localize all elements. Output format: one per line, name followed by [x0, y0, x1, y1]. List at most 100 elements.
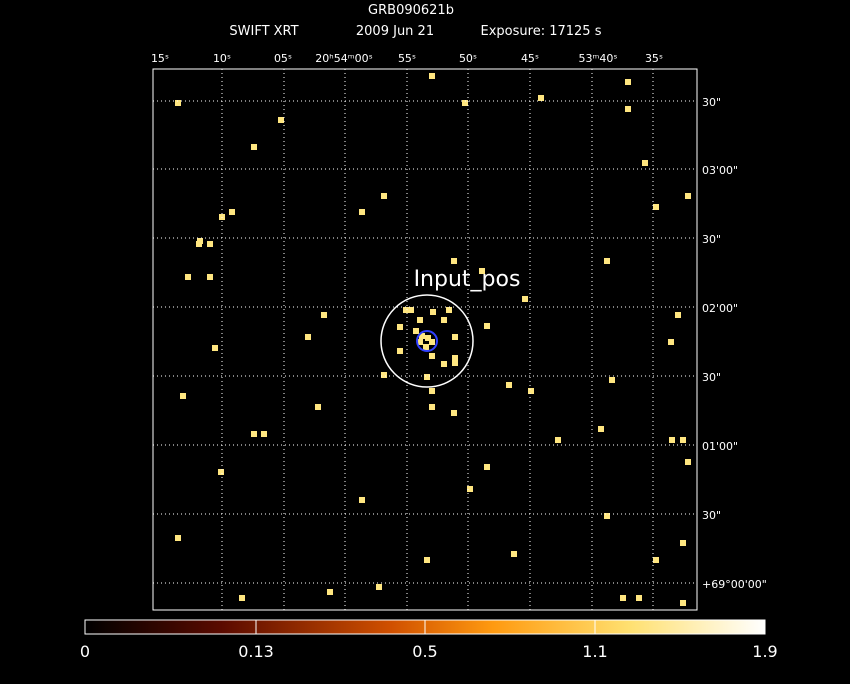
photon: [315, 404, 321, 410]
region-label: Input_pos: [414, 267, 521, 292]
ra-label: 10ˢ: [213, 52, 231, 65]
ra-label: 45ˢ: [521, 52, 539, 65]
photon: [185, 274, 191, 280]
photon: [604, 258, 610, 264]
photon: [452, 360, 458, 366]
ra-label: 05ˢ: [274, 52, 292, 65]
photon: [653, 204, 659, 210]
photon: [207, 241, 213, 247]
ra-label: 35ˢ: [645, 52, 663, 65]
photon: [376, 584, 382, 590]
instrument: SWIFT XRT: [229, 24, 298, 39]
ra-label: 53ᵐ40ˢ: [579, 52, 618, 65]
plot-frame: [152, 68, 698, 611]
photon: [327, 589, 333, 595]
title: GRB090621b: [368, 3, 454, 18]
date: 2009 Jun 21: [356, 24, 434, 39]
photon: [429, 388, 435, 394]
photon: [403, 307, 409, 313]
exposure: Exposure: 17125 s: [481, 24, 602, 39]
photon: [359, 209, 365, 215]
photon: [239, 595, 245, 601]
photon: [425, 335, 431, 341]
photon-events: [175, 73, 691, 606]
photon: [675, 312, 681, 318]
photon: [207, 274, 213, 280]
photon: [555, 437, 561, 443]
photon: [305, 334, 311, 340]
colorbar-label: 0.13: [238, 642, 274, 661]
photon: [175, 535, 181, 541]
dec-label: 30": [702, 509, 721, 522]
photon: [680, 437, 686, 443]
photon: [484, 464, 490, 470]
dec-label: 03'00": [702, 164, 738, 177]
colorbar-label: 1.9: [752, 642, 777, 661]
dec-label: 30": [702, 96, 721, 109]
photon: [229, 209, 235, 215]
photon: [680, 540, 686, 546]
photon: [424, 374, 430, 380]
photon: [441, 361, 447, 367]
coordinate-grid: 15ˢ 10ˢ 05ˢ 20ʰ54ᵐ00ˢ 55ˢ 50ˢ 45ˢ 53ᵐ40ˢ 35ˢ 30" 0…: [151, 52, 767, 610]
photon: [429, 339, 435, 345]
photon: [397, 324, 403, 330]
photon: [261, 431, 267, 437]
photon: [218, 469, 224, 475]
photon: [653, 557, 659, 563]
photon: [429, 353, 435, 359]
photon: [196, 241, 202, 247]
ra-label: 20ʰ54ᵐ00ˢ: [315, 52, 372, 65]
photon: [381, 372, 387, 378]
ra-label: 55ˢ: [398, 52, 416, 65]
dec-label: 30": [702, 371, 721, 384]
photon: [528, 388, 534, 394]
photon: [419, 333, 425, 339]
photon: [625, 106, 631, 112]
photon: [462, 100, 468, 106]
dec-label: 02'00": [702, 302, 738, 315]
photon: [429, 404, 435, 410]
photon: [620, 595, 626, 601]
photon: [430, 309, 436, 315]
photon: [598, 426, 604, 432]
photon: [413, 328, 419, 334]
photon: [321, 312, 327, 318]
position-marker: [416, 330, 438, 352]
photon: [479, 268, 485, 274]
ra-label: 50ˢ: [459, 52, 477, 65]
photon: [408, 307, 414, 313]
dec-label: +69°00'00": [702, 578, 767, 591]
photon: [397, 348, 403, 354]
photon: [452, 334, 458, 340]
photon: [522, 296, 528, 302]
source-region: [380, 294, 474, 388]
photon: [669, 437, 675, 443]
photon: [423, 344, 429, 350]
photon: [417, 339, 423, 345]
photon: [484, 323, 490, 329]
photon: [212, 345, 218, 351]
photon: [429, 73, 435, 79]
photon: [685, 193, 691, 199]
photon: [642, 160, 648, 166]
photon: [636, 595, 642, 601]
photon: [538, 95, 544, 101]
photon: [625, 79, 631, 85]
colorbar-label: 1.1: [582, 642, 607, 661]
photon: [446, 307, 452, 313]
colorbar-label: 0.5: [412, 642, 437, 661]
photon: [175, 100, 181, 106]
photon: [452, 355, 458, 361]
dec-label: 01'00": [702, 440, 738, 453]
photon: [278, 117, 284, 123]
photon: [680, 600, 686, 606]
photon: [424, 557, 430, 563]
photon: [451, 258, 457, 264]
photon: [609, 377, 615, 383]
photon: [668, 339, 674, 345]
photon: [685, 459, 691, 465]
colorbar-label: 0: [80, 642, 90, 661]
photon: [251, 431, 257, 437]
